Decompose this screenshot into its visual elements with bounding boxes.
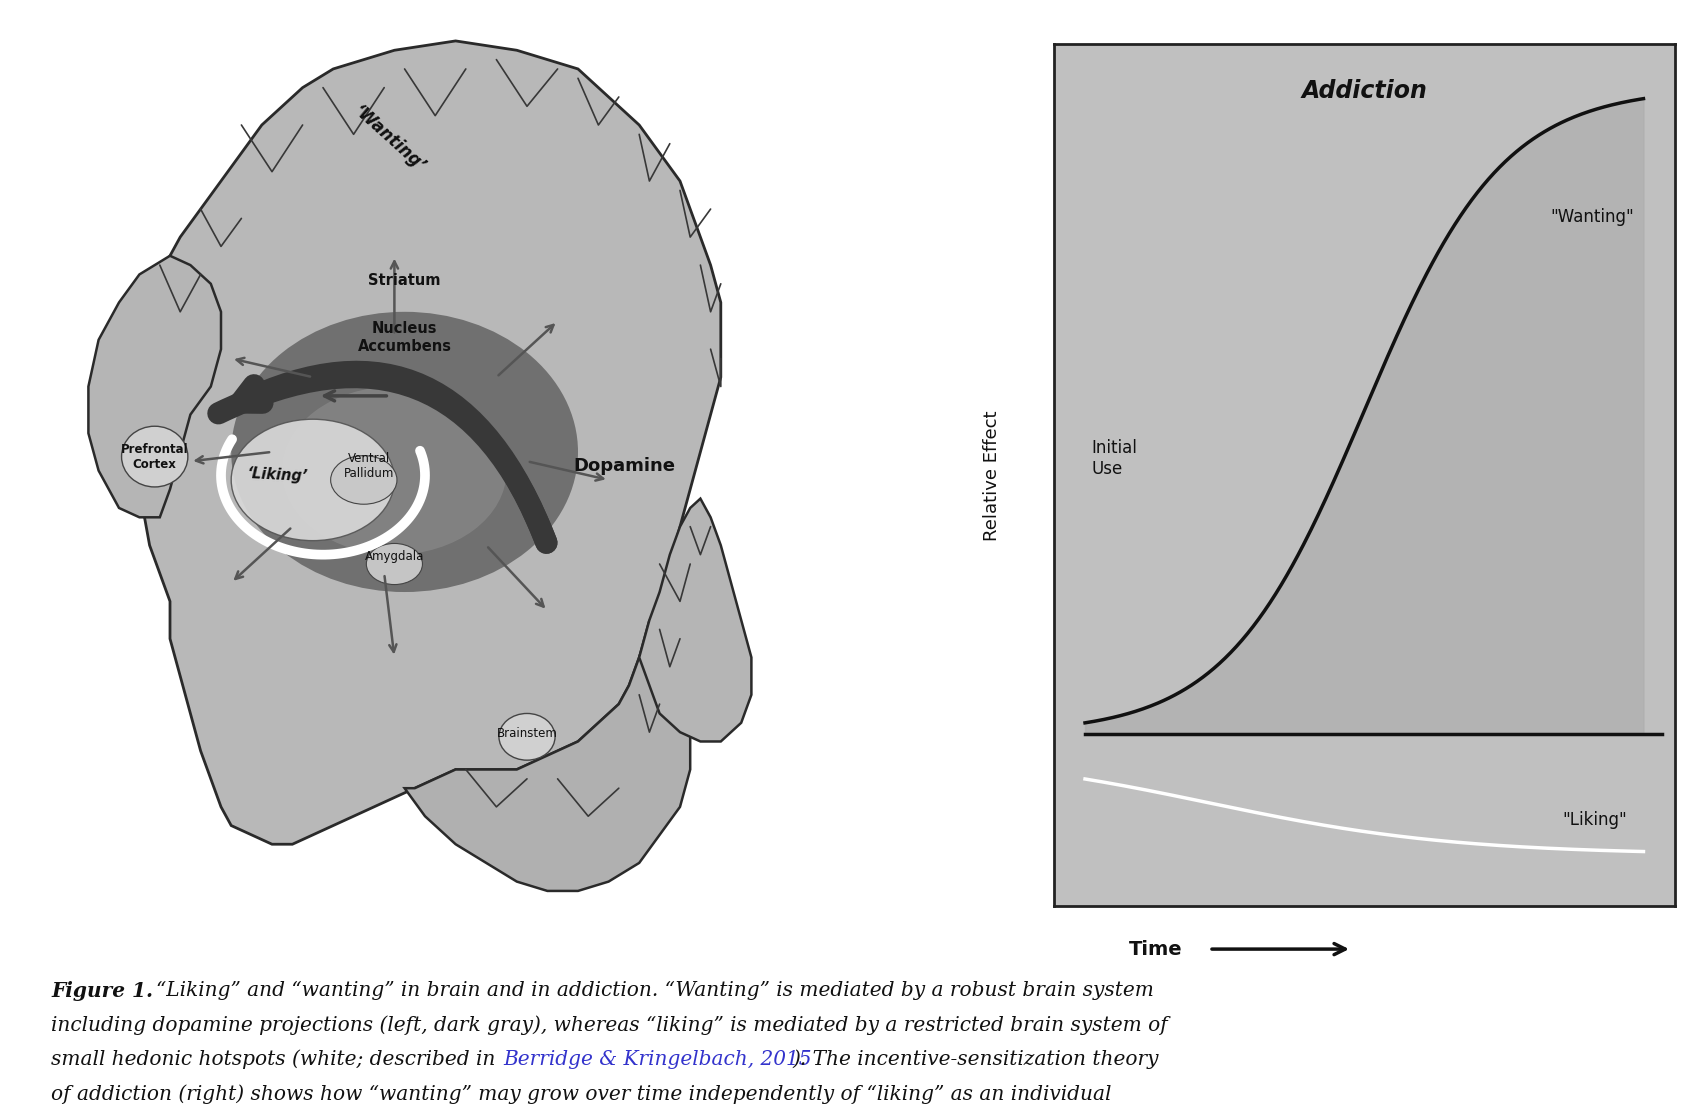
Text: Brainstem: Brainstem (496, 727, 558, 741)
Ellipse shape (282, 387, 507, 555)
Text: Initial
Use: Initial Use (1091, 439, 1137, 477)
Text: Relative Effect: Relative Effect (983, 410, 1001, 540)
Text: Striatum: Striatum (369, 274, 440, 288)
Polygon shape (88, 256, 221, 517)
Ellipse shape (366, 544, 422, 585)
Text: Berridge & Kringelbach, 2015: Berridge & Kringelbach, 2015 (503, 1050, 811, 1069)
Text: ). The incentive-sensitization theory: ). The incentive-sensitization theory (792, 1050, 1159, 1070)
Text: Amygdala: Amygdala (366, 550, 423, 563)
Ellipse shape (330, 456, 398, 504)
Ellipse shape (231, 419, 394, 540)
Text: Prefrontal
Cortex: Prefrontal Cortex (121, 443, 189, 470)
Text: including dopamine projections (left, dark gray), whereas “liking” is mediated b: including dopamine projections (left, da… (51, 1015, 1168, 1035)
Text: Ventral
Pallidum: Ventral Pallidum (343, 451, 394, 480)
Ellipse shape (122, 426, 187, 487)
Text: Nucleus
Accumbens: Nucleus Accumbens (357, 321, 452, 354)
Text: Figure 1.: Figure 1. (51, 981, 153, 1001)
Polygon shape (639, 498, 751, 742)
Text: Dopamine: Dopamine (573, 457, 675, 475)
Text: ‘Wanting’: ‘Wanting’ (350, 102, 428, 176)
Text: “Liking” and “wanting” in brain and in addiction. “Wanting” is mediated by a rob: “Liking” and “wanting” in brain and in a… (156, 981, 1154, 1000)
Text: small hedonic hotspots (white; described in: small hedonic hotspots (white; described… (51, 1050, 502, 1070)
Text: Addiction: Addiction (1300, 79, 1428, 103)
Text: ‘Liking’: ‘Liking’ (246, 466, 308, 485)
Ellipse shape (500, 714, 554, 761)
Text: "Wanting": "Wanting" (1550, 208, 1634, 226)
Ellipse shape (231, 311, 578, 592)
Polygon shape (129, 41, 721, 844)
Polygon shape (405, 620, 690, 891)
Text: of addiction (right) shows how “wanting” may grow over time independently of “li: of addiction (right) shows how “wanting”… (51, 1084, 1112, 1104)
Text: "Liking": "Liking" (1562, 811, 1627, 830)
Text: Time: Time (1129, 940, 1181, 959)
